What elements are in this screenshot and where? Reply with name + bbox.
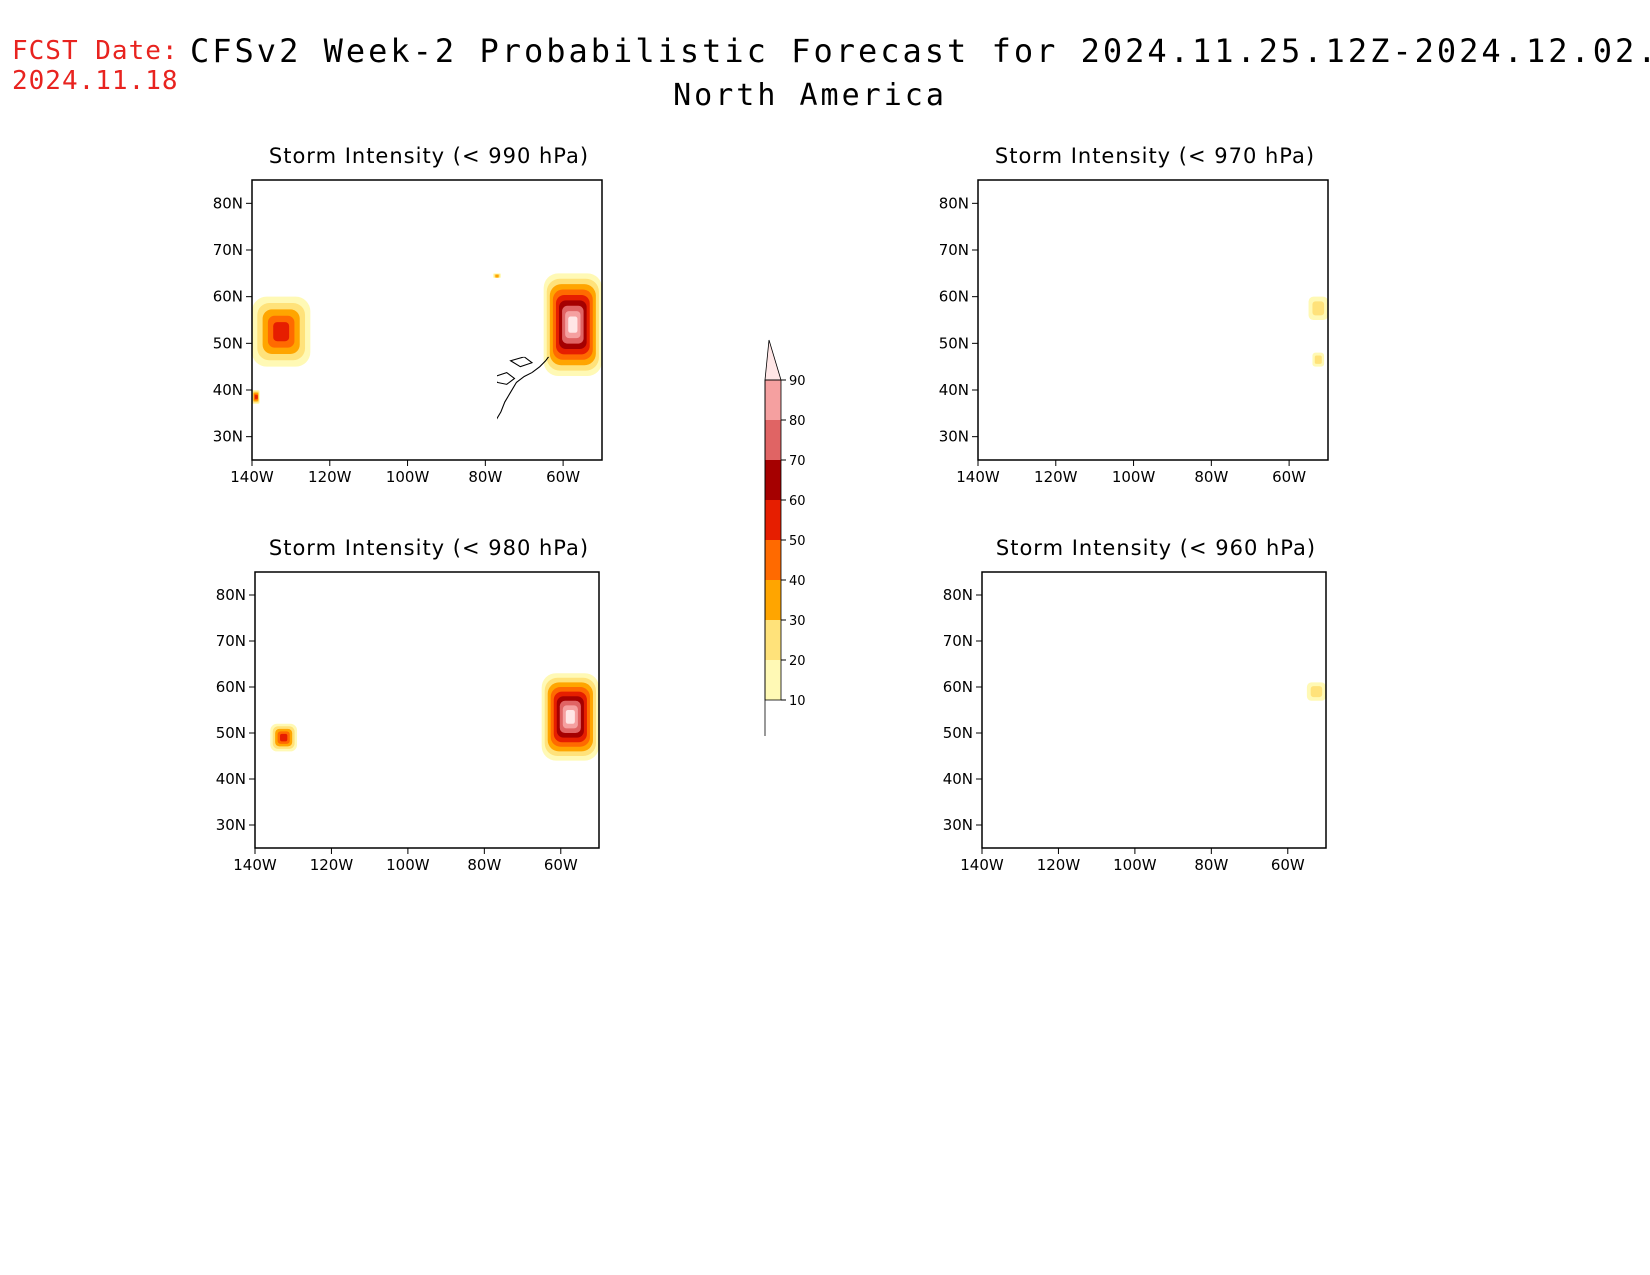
colorbar-swatch: [765, 500, 781, 540]
prob-level-20: [1314, 355, 1322, 364]
colorbar-label: 40: [789, 574, 806, 589]
lat-tick-label: 80N: [213, 194, 243, 212]
lat-tick-label: 70N: [213, 241, 243, 259]
lon-tick-label: 120W: [1034, 468, 1078, 486]
lon-tick-label: 80W: [1194, 856, 1228, 874]
colorbar-swatch: [765, 580, 781, 620]
lat-tick-label: 50N: [939, 334, 969, 352]
lat-tick-label: 80N: [939, 194, 969, 212]
lat-tick-label: 40N: [213, 381, 243, 399]
lon-tick-label: 120W: [310, 856, 354, 874]
lat-tick-label: 40N: [939, 381, 969, 399]
lat-tick-label: 30N: [213, 428, 243, 446]
lon-tick-label: 140W: [230, 468, 274, 486]
lon-tick-label: 100W: [1113, 856, 1157, 874]
colorbar-label: 80: [789, 414, 806, 429]
colorbar-label: 60: [789, 494, 806, 509]
lat-tick-label: 50N: [943, 724, 973, 742]
panel-title: Storm Intensity (< 970 hPa): [995, 144, 1315, 168]
map-frame: [981, 571, 1327, 849]
figure-title-block: CFSv2 Week-2 Probabilistic Forecast for …: [190, 32, 1650, 113]
forecast-date-label: FCST Date: 2024.11.18: [12, 36, 179, 96]
colorbar-swatch: [765, 460, 781, 500]
figure-subtitle: North America: [673, 78, 947, 113]
lon-tick-label: 60W: [546, 468, 580, 486]
lat-tick-label: 70N: [943, 632, 973, 650]
lat-tick-label: 30N: [943, 816, 973, 834]
colorbar-swatch: [765, 380, 781, 420]
map-panel-980: Storm Intensity (< 980 hPa) 140W 120W 100W 8…: [216, 536, 600, 874]
coastline: [982, 578, 1326, 845]
lon-tick-label: 60W: [1271, 856, 1305, 874]
colorbar-label: 30: [789, 614, 806, 629]
lon-tick-label: 80W: [467, 856, 501, 874]
colorbar-label: 70: [789, 454, 806, 469]
probability-shading: [1306, 682, 1326, 701]
prob-level-50: [254, 395, 258, 399]
panel-title: Storm Intensity (< 980 hPa): [269, 536, 589, 560]
prob-level-90: [565, 710, 575, 724]
lat-tick-label: 50N: [213, 334, 243, 352]
colorbar-swatch: [765, 660, 781, 700]
lon-tick-label: 60W: [1272, 468, 1306, 486]
map-frame: [251, 179, 603, 461]
probability-shading: [1308, 296, 1328, 367]
prob-level-50: [280, 733, 288, 742]
colorbar-swatch: [765, 620, 781, 660]
prob-level-30: [495, 274, 499, 278]
probability-shading: [270, 673, 599, 761]
colorbar: 10 20 30 40 50 60 70 80 90: [764, 339, 806, 736]
lat-tick-label: 70N: [939, 241, 969, 259]
lon-tick-label: 80W: [468, 468, 502, 486]
lon-tick-label: 120W: [308, 468, 352, 486]
lat-tick-label: 30N: [939, 428, 969, 446]
lon-tick-label: 100W: [1112, 468, 1156, 486]
colorbar-swatch: [765, 420, 781, 460]
probability-shading: [252, 273, 602, 404]
lon-tick-label: 140W: [956, 468, 1000, 486]
map-panel-960: Storm Intensity (< 960 hPa) 140W 120W 100W 8…: [943, 536, 1327, 874]
lat-tick-label: 60N: [943, 678, 973, 696]
map-frame: [977, 179, 1329, 461]
lat-tick-label: 30N: [216, 816, 246, 834]
map-frame: [254, 571, 600, 849]
colorbar-label: 10: [789, 694, 806, 709]
figure-title: CFSv2 Week-2 Probabilistic Forecast for …: [190, 32, 1650, 70]
lat-tick-label: 80N: [943, 586, 973, 604]
forecast-date-value: 2024.11.18: [12, 66, 179, 96]
colorbar-label: 90: [789, 374, 806, 389]
colorbar-swatch: [764, 339, 782, 381]
prob-level-20: [1310, 686, 1323, 698]
lat-tick-label: 80N: [216, 586, 246, 604]
lon-tick-label: 140W: [960, 856, 1004, 874]
lat-tick-label: 40N: [943, 770, 973, 788]
lat-tick-label: 60N: [216, 678, 246, 696]
lat-tick-label: 60N: [213, 288, 243, 306]
coastline: [978, 186, 1328, 457]
colorbar-label: 50: [789, 534, 806, 549]
lat-tick-label: 40N: [216, 770, 246, 788]
prob-level-90: [568, 316, 578, 333]
lat-tick-label: 60N: [939, 288, 969, 306]
colorbar-swatch: [765, 540, 781, 580]
lon-tick-label: 140W: [233, 856, 277, 874]
map-panel-970: Storm Intensity (< 970 hPa) 140W 120W 100W 8…: [939, 144, 1329, 486]
lon-tick-label: 120W: [1037, 856, 1081, 874]
lon-tick-label: 80W: [1194, 468, 1228, 486]
lon-tick-label: 100W: [386, 468, 430, 486]
panel-title: Storm Intensity (< 960 hPa): [996, 536, 1316, 560]
lat-tick-label: 50N: [216, 724, 246, 742]
forecast-date-caption: FCST Date:: [12, 36, 179, 66]
prob-level-50: [273, 322, 290, 342]
lon-tick-label: 60W: [544, 856, 578, 874]
panel-title: Storm Intensity (< 990 hPa): [269, 144, 589, 168]
lat-tick-label: 70N: [216, 632, 246, 650]
map-panel-990: Storm Intensity (< 990 hPa) 140W 120W 100W 8…: [213, 144, 603, 486]
colorbar-label: 20: [789, 654, 806, 669]
lon-tick-label: 100W: [386, 856, 430, 874]
prob-level-20: [1312, 301, 1325, 316]
